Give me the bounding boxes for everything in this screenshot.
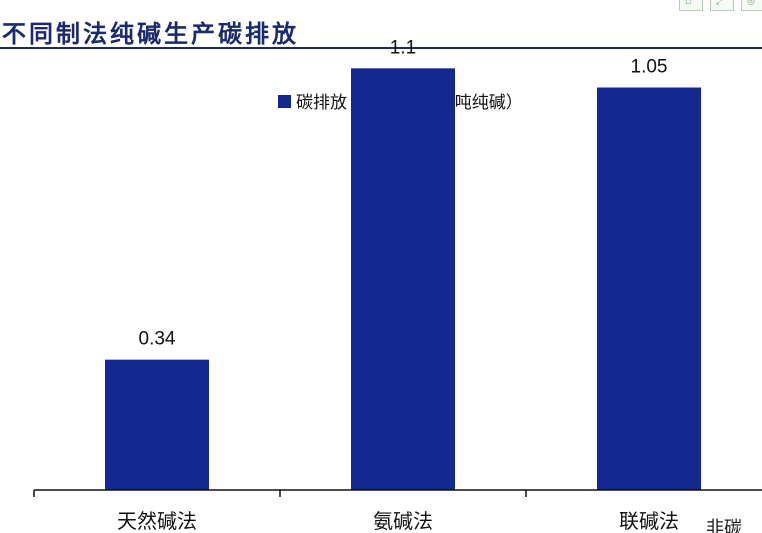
category-label-3: 联碱法 bbox=[619, 509, 679, 533]
image-icon[interactable]: ▫ bbox=[679, 0, 703, 11]
data-label-2: 1.1 bbox=[390, 37, 416, 58]
expand-icon[interactable]: ⤢ bbox=[710, 0, 734, 11]
legend-swatch bbox=[278, 95, 291, 108]
data-label-3: 1.05 bbox=[631, 57, 668, 78]
bars-group bbox=[105, 68, 701, 490]
settings-icon[interactable]: ◎ bbox=[741, 0, 762, 11]
page-title: 不同制法纯碱生产碳排放 bbox=[2, 19, 299, 48]
bar-3 bbox=[597, 87, 701, 490]
title-underline bbox=[0, 47, 762, 49]
data-label-1: 0.34 bbox=[139, 329, 176, 350]
x-axis-ticks bbox=[33, 490, 527, 497]
data-labels-group: 0.34 1.1 1.05 bbox=[139, 37, 668, 349]
x-axis-categories: 天然碱法 氨碱法 联碱法 bbox=[117, 509, 679, 533]
category-label-1: 天然碱法 bbox=[117, 509, 197, 533]
bar-1 bbox=[105, 359, 209, 490]
footnote-partial: 非碳 bbox=[706, 518, 742, 533]
category-label-2: 氨碱法 bbox=[373, 509, 433, 533]
bar-2 bbox=[351, 68, 455, 490]
